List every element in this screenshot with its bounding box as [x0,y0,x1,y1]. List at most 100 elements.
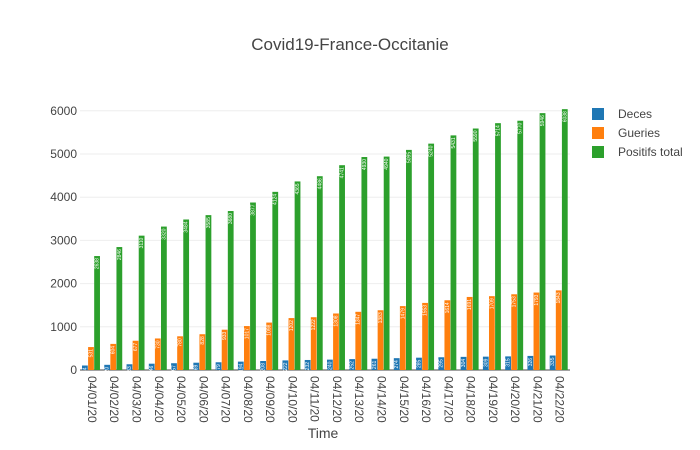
bar [377,310,384,370]
bar-value-label: 828 [200,336,206,345]
x-tick-label: 04/03/20 [130,376,144,423]
bar-value-label: 120 [105,367,111,376]
bar-value-label: 133 [127,366,133,375]
bar [349,359,356,370]
bar [561,109,568,371]
x-tick-label: 04/17/20 [441,376,455,423]
bar-value-label: 169 [194,364,200,373]
x-tick-label: 04/16/20 [419,376,433,423]
bar-value-label: 285 [416,359,422,368]
bar [94,256,100,370]
bar-value-label: 1098 [267,324,273,335]
bar [266,322,273,370]
bar [393,358,400,370]
bar [533,292,540,370]
bar-value-label: 222 [283,362,289,371]
bar-value-label: 4741 [340,167,346,178]
bar [405,149,412,370]
x-tick-label: 04/08/20 [241,376,255,423]
bar [489,296,495,370]
bar-value-label: 326 [528,358,534,367]
y-tick-label: 5000 [50,147,77,161]
x-tick-label: 04/01/20 [85,376,99,423]
bar-value-label: 2638 [95,258,101,269]
bar [304,359,311,370]
bar-value-label: 4486 [317,178,323,189]
bar-value-label: 677 [133,343,139,352]
bar-value-label: 1793 [534,294,540,305]
bar-value-label: 208 [261,363,267,372]
bar-value-label: 780 [178,338,184,347]
bar-value-label: 1691 [467,299,473,310]
x-axis-title: Time [308,425,339,441]
bar-value-label: 1709 [489,298,495,309]
bar-value-label: 157 [171,365,177,374]
x-tick-label: 04/15/20 [397,376,411,423]
bar-value-label: 933 [222,331,228,340]
x-tick-label: 04/12/20 [330,376,344,423]
bar-value-label: 2846 [117,249,123,260]
bar-value-label: 4930 [362,159,368,170]
x-tick-label: 04/07/20 [219,376,233,423]
bar-value-label: 1222 [311,319,317,330]
bar [260,361,266,370]
bar-value-label: 1383 [378,312,384,323]
bar-value-label: 335 [550,357,556,366]
x-tick-label: 04/21/20 [530,376,544,423]
bar [138,235,145,370]
bar [227,211,234,370]
bar [438,357,445,370]
bar [482,356,489,370]
y-axis-ticks: 0 1000 2000 3000 4000 5000 6000 [50,104,77,377]
x-tick-label: 04/19/20 [486,376,500,423]
x-tick-label: 04/20/20 [508,376,522,423]
bar [132,340,139,370]
bar [250,202,256,370]
bar [82,365,88,370]
bar [104,364,111,370]
x-tick-label: 04/06/20 [196,376,210,423]
bar-value-label: 1614 [445,302,451,313]
bar [244,326,250,370]
bar-value-label: 4365 [295,183,301,194]
bar-value-label: 730 [155,340,161,349]
bar-value-label: 1753 [512,296,518,307]
bar-value-label: 1017 [244,328,250,339]
bar-value-label: 1553 [423,305,429,316]
x-tick-label: 04/05/20 [174,376,188,423]
bar-value-label: 295 [439,359,445,368]
bar-value-label: 3680 [228,213,234,224]
bar [450,135,457,370]
bar [88,347,94,370]
bar [183,219,190,370]
bar-value-label: 5240 [429,145,435,156]
bar-value-label: 604 [111,346,117,355]
bar-value-label: 4940 [384,158,390,169]
bar [177,336,183,370]
x-tick-label: 04/09/20 [263,376,277,423]
bar [110,343,117,370]
bar-value-label: 1202 [289,320,295,331]
bar-value-label: 315 [506,358,512,367]
bar [460,356,467,370]
bar-value-label: 1347 [356,314,362,325]
bar [333,313,339,370]
bar [527,355,534,370]
bar [116,247,123,370]
bar-value-label: 5770 [518,123,524,134]
bar-value-label: 1308 [333,315,339,326]
x-tick-label: 04/11/20 [308,376,322,422]
chart-title: Covid19-France-Occitanie [251,35,448,54]
bar-value-label: 274 [394,360,400,369]
bar-value-label: 146 [149,365,155,374]
bar-value-label: 3110 [139,237,145,248]
bar [237,361,244,370]
x-tick-label: 04/18/20 [464,376,478,423]
bar [361,157,368,370]
bar-value-label: 179 [216,364,222,373]
bar-value-label: 104 [82,367,88,376]
legend-label: Deces [618,107,652,121]
y-tick-label: 4000 [50,190,77,204]
bar [539,113,546,370]
